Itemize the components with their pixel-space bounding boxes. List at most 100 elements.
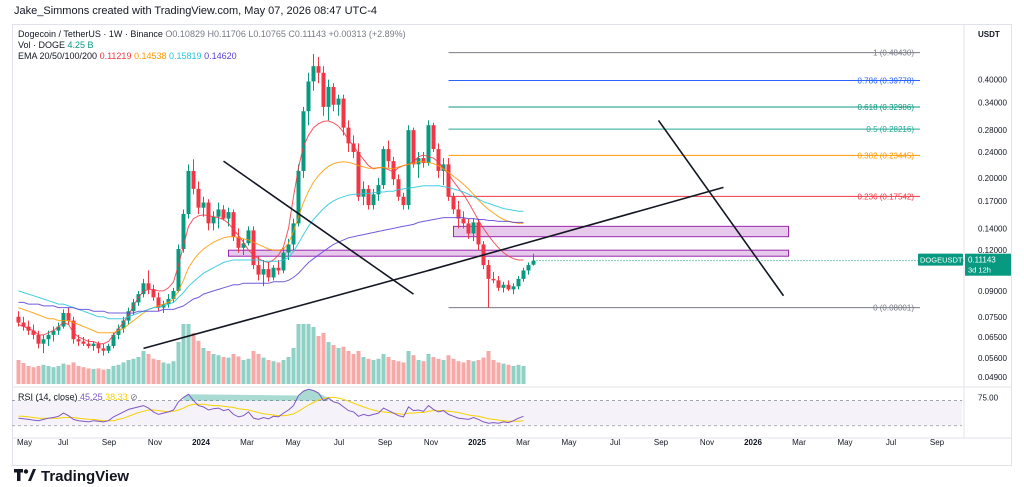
- trendline-0: [143, 268, 434, 350]
- candle-body: [501, 284, 506, 288]
- volume-bar: [161, 362, 166, 384]
- volume-bar: [136, 357, 141, 384]
- volume-bar: [221, 357, 226, 384]
- eye-icon[interactable]: ⊘: [130, 392, 138, 402]
- volume-bar: [76, 366, 81, 384]
- volume-bar: [81, 367, 86, 384]
- candle-body: [61, 313, 66, 327]
- resistance-zone-0: [453, 225, 789, 238]
- candle-body: [186, 170, 191, 214]
- price-axis-tick: 0.12000: [978, 246, 1007, 255]
- candle-body: [301, 111, 306, 171]
- candle-body: [31, 330, 36, 335]
- volume-bar: [471, 361, 476, 384]
- volume-bar: [516, 364, 521, 384]
- candle-body: [111, 334, 116, 347]
- time-axis-label: Sep: [102, 438, 117, 447]
- candle-body: [376, 185, 381, 195]
- volume-bar: [121, 362, 126, 384]
- candle-body: [151, 289, 156, 298]
- volume-bar: [236, 356, 241, 384]
- volume-bar: [146, 354, 151, 384]
- candle-body: [201, 202, 206, 208]
- symbol-tag-bg: [918, 253, 963, 266]
- time-axis-label: 2024: [192, 438, 210, 447]
- time-axis-label: Jul: [334, 438, 344, 447]
- volume-bar: [411, 355, 416, 384]
- volume-bar: [331, 345, 336, 384]
- trendline-3: [657, 119, 785, 297]
- candle-body: [226, 212, 231, 219]
- volume-bar: [486, 351, 491, 384]
- volume-bar: [156, 360, 161, 384]
- fib-label-5: 0.236 (0.17542): [858, 192, 915, 201]
- time-axis-label: Mar: [240, 438, 254, 447]
- candle-body: [216, 209, 221, 217]
- price-axis-tick: 0.07500: [978, 313, 1007, 322]
- candle-body: [86, 343, 91, 347]
- candle-body: [256, 265, 261, 275]
- candle-body: [221, 209, 226, 219]
- candle-body: [506, 284, 511, 290]
- candle-body: [346, 127, 351, 144]
- time-axis-label: Sep: [930, 438, 945, 447]
- candle-body: [386, 149, 391, 162]
- candle-body: [271, 267, 276, 278]
- volume-bar: [191, 333, 196, 384]
- candle-body: [181, 213, 186, 250]
- volume-bar: [281, 360, 286, 384]
- volume-bar: [201, 348, 206, 384]
- volume-bar: [41, 364, 46, 384]
- volume-bar: [296, 324, 301, 384]
- time-axis-label: 2026: [744, 438, 762, 447]
- fib-label-3: 0.5 (0.28216): [866, 125, 914, 134]
- volume-bar: [311, 327, 316, 384]
- price-axis-tick: 0.24000: [978, 148, 1007, 157]
- candle-body: [36, 334, 41, 344]
- candle-body: [231, 212, 236, 237]
- legend-rsi-row: RSI (14, close) 45.25 38.33 ⊘: [18, 392, 138, 403]
- fib-label-4: 0.382 (0.23445): [858, 151, 915, 160]
- symbol-tag: DOGEUSDT: [920, 256, 963, 265]
- volume-bar: [141, 351, 146, 384]
- candle-body: [371, 194, 376, 206]
- legend-rsi-ma-value: 38.33: [105, 392, 128, 402]
- candle-body: [336, 98, 341, 105]
- candle-body: [451, 196, 456, 210]
- price-tag-bg: [965, 253, 1011, 276]
- volume-bar: [181, 324, 186, 384]
- volume-bar: [326, 342, 331, 384]
- candle-body: [81, 341, 86, 344]
- price-axis-tick: 0.17000: [978, 197, 1007, 206]
- candle-body: [531, 260, 536, 265]
- volume-bar: [211, 354, 216, 384]
- volume-bar: [101, 369, 106, 384]
- volume-bar: [106, 369, 111, 384]
- legend-ema50-value: 0.14538: [133, 51, 167, 61]
- volume-bar: [301, 324, 306, 384]
- volume-bar: [306, 324, 311, 384]
- volume-bar: [216, 355, 221, 384]
- volume-bar: [371, 360, 376, 384]
- volume-bar: [356, 351, 361, 384]
- volume-bar: [66, 364, 71, 384]
- volume-bar: [71, 362, 76, 384]
- volume-bar: [431, 357, 436, 384]
- candle-body: [141, 283, 146, 295]
- candle-body: [276, 267, 281, 271]
- volume-bar: [16, 360, 21, 384]
- legend-ema100-value: 0.15819: [169, 51, 202, 61]
- candle-body: [316, 66, 321, 73]
- price-axis-tick: 0.34000: [978, 99, 1007, 108]
- volume-bar: [446, 355, 451, 384]
- footer-logo: TradingView: [14, 466, 129, 486]
- candle-body: [446, 164, 451, 197]
- candle-body: [516, 278, 521, 287]
- volume-bar: [26, 366, 31, 384]
- price-chart[interactable]: 1 (0.48430) 0.786 (0.39778) 0.618 (0.32986…: [12, 24, 1012, 466]
- candle-body: [416, 158, 421, 165]
- candle-body: [156, 297, 161, 308]
- price-axis-tick: 0.06500: [978, 333, 1007, 342]
- volume-bar: [521, 366, 526, 384]
- time-axis-label: Jul: [886, 438, 896, 447]
